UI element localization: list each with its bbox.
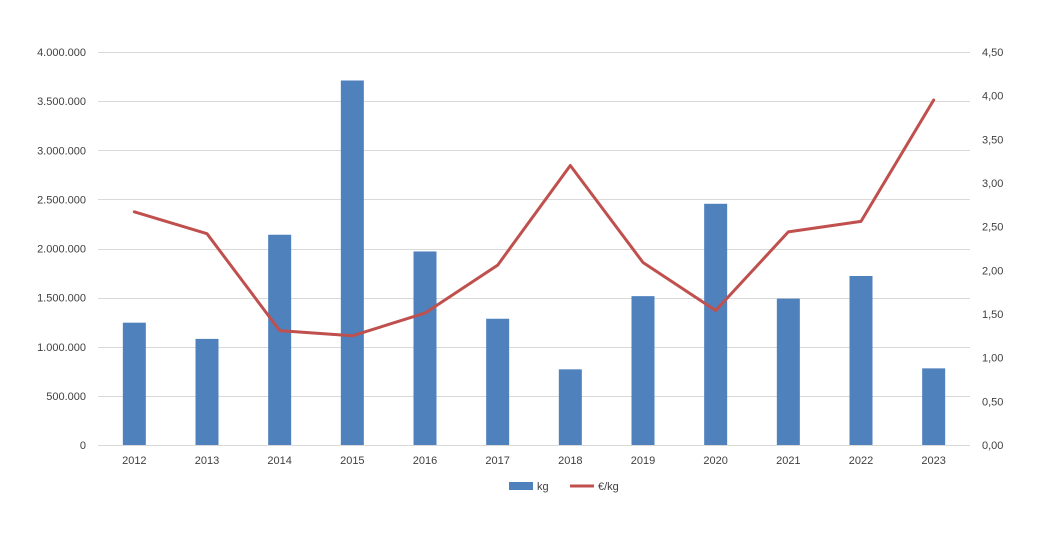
right-tick-label: 1,50	[982, 309, 1003, 321]
right-tick-label: 1,00	[982, 353, 1003, 365]
x-tick-label-2018: 2018	[558, 455, 582, 467]
x-tick-label-2015: 2015	[340, 455, 364, 467]
bar-kg-2014	[268, 234, 292, 445]
bar-kg-2017	[486, 318, 510, 445]
right-tick-label: 3,50	[982, 134, 1003, 146]
legend: kg €/kg	[509, 481, 619, 493]
right-tick-label: 4,50	[982, 47, 1003, 59]
bar-kg-2016	[413, 251, 437, 445]
bar-kg-2012	[122, 322, 146, 445]
left-tick-label: 3.500.000	[37, 96, 86, 108]
x-tick-label-2012: 2012	[122, 455, 146, 467]
right-tick-label: 2,50	[982, 222, 1003, 234]
left-tick-label: 1.500.000	[37, 293, 86, 305]
x-tick-label-2019: 2019	[631, 455, 655, 467]
right-axis: 0,00 0,50 1,00 1,50 2,00 2,50 3,00 3,50 4,00 4,50	[982, 47, 1003, 452]
x-tick-label-2014: 2014	[267, 455, 291, 467]
x-tick-label-2022: 2022	[849, 455, 873, 467]
x-tick-label-2020: 2020	[703, 455, 727, 467]
bar-kg-2015	[340, 80, 364, 446]
left-tick-label: 500.000	[46, 391, 86, 403]
left-tick-label: 2.500.000	[37, 194, 86, 206]
bar-kg-2022	[849, 276, 873, 445]
x-tick-label-2013: 2013	[195, 455, 219, 467]
right-tick-label: 2,00	[982, 265, 1003, 277]
right-tick-label: 4,00	[982, 91, 1003, 103]
left-tick-label: 0	[80, 440, 86, 452]
left-tick-label: 1.000.000	[37, 342, 86, 354]
x-tick-label-2016: 2016	[413, 455, 437, 467]
x-axis: 2012 2013 2014 2015 2016 2017 2018 2019 2020 2021…	[122, 455, 946, 467]
right-tick-label: 0,50	[982, 396, 1003, 408]
line-eur-per-kg-path	[132, 98, 936, 338]
legend-label-eur-per-kg: €/kg	[598, 481, 619, 493]
right-tick-label: 3,00	[982, 178, 1003, 190]
bar-kg-2021	[776, 298, 800, 445]
bars-kg	[122, 80, 946, 446]
legend-label-kg: kg	[537, 481, 549, 493]
legend-swatch-kg	[509, 482, 533, 490]
bar-kg-2023	[922, 368, 946, 445]
right-tick-label: 0,00	[982, 440, 1003, 452]
bar-kg-2019	[631, 296, 655, 445]
bar-kg-2013	[195, 338, 219, 445]
left-tick-label: 3.000.000	[37, 145, 86, 157]
line-eur-per-kg	[132, 98, 936, 338]
x-tick-label-2017: 2017	[485, 455, 509, 467]
bar-kg-2018	[558, 369, 582, 445]
x-tick-label-2023: 2023	[921, 455, 945, 467]
gridlines	[98, 52, 970, 446]
left-tick-label: 2.000.000	[37, 244, 86, 256]
x-tick-label-2021: 2021	[776, 455, 800, 467]
left-tick-label: 4.000.000	[37, 47, 86, 59]
bar-kg-2020	[704, 203, 728, 445]
left-axis: 0 500.000 1.000.000 1.500.000 2.000.000 2.500…	[37, 47, 86, 452]
